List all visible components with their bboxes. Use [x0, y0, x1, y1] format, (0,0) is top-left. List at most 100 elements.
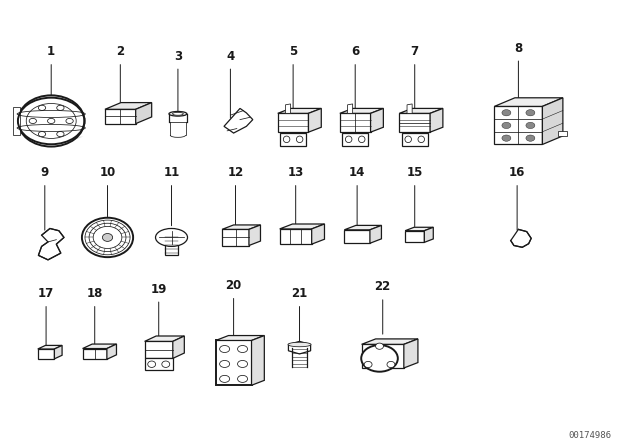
Text: 11: 11	[163, 166, 180, 179]
Polygon shape	[280, 224, 324, 229]
Polygon shape	[280, 133, 306, 146]
Polygon shape	[495, 98, 563, 107]
Polygon shape	[105, 103, 152, 109]
Ellipse shape	[364, 362, 372, 368]
Polygon shape	[404, 339, 418, 368]
Polygon shape	[54, 345, 62, 359]
Ellipse shape	[220, 345, 230, 353]
Polygon shape	[280, 229, 312, 244]
Ellipse shape	[220, 361, 230, 367]
Text: 2: 2	[116, 45, 124, 58]
Text: 13: 13	[287, 166, 304, 179]
Polygon shape	[312, 224, 324, 244]
Polygon shape	[495, 107, 543, 144]
Ellipse shape	[57, 105, 64, 110]
Polygon shape	[340, 113, 371, 132]
Ellipse shape	[296, 136, 303, 142]
Polygon shape	[145, 358, 173, 370]
Circle shape	[502, 110, 511, 116]
Ellipse shape	[405, 136, 412, 142]
Polygon shape	[165, 238, 178, 255]
Polygon shape	[222, 225, 260, 229]
Polygon shape	[107, 344, 116, 359]
Polygon shape	[289, 341, 310, 354]
Ellipse shape	[102, 233, 113, 241]
Polygon shape	[145, 341, 173, 358]
Polygon shape	[136, 103, 152, 124]
Text: 22: 22	[374, 280, 391, 293]
Text: 19: 19	[150, 283, 167, 296]
Polygon shape	[278, 108, 321, 113]
Ellipse shape	[38, 105, 45, 110]
Polygon shape	[399, 113, 430, 132]
Ellipse shape	[148, 361, 156, 367]
Polygon shape	[38, 349, 54, 359]
Ellipse shape	[82, 218, 133, 257]
Polygon shape	[38, 228, 64, 260]
Ellipse shape	[361, 345, 398, 372]
Polygon shape	[216, 340, 252, 385]
Circle shape	[526, 110, 535, 116]
Text: 10: 10	[99, 166, 116, 179]
Polygon shape	[362, 339, 418, 345]
Polygon shape	[173, 336, 184, 358]
Circle shape	[502, 122, 511, 129]
Polygon shape	[370, 225, 381, 243]
Ellipse shape	[66, 118, 73, 124]
Polygon shape	[83, 349, 107, 359]
Text: 12: 12	[227, 166, 244, 179]
Polygon shape	[543, 98, 563, 144]
Ellipse shape	[358, 136, 365, 142]
Polygon shape	[252, 336, 264, 385]
Ellipse shape	[173, 112, 183, 115]
Ellipse shape	[346, 136, 352, 142]
Text: 1: 1	[47, 45, 55, 58]
Text: 16: 16	[509, 166, 525, 179]
Ellipse shape	[376, 343, 383, 349]
Ellipse shape	[156, 228, 188, 246]
Text: 4: 4	[227, 50, 234, 63]
Polygon shape	[371, 108, 383, 132]
Text: 14: 14	[349, 166, 365, 179]
Polygon shape	[558, 130, 567, 136]
Text: 3: 3	[174, 50, 182, 63]
Ellipse shape	[57, 132, 64, 137]
Polygon shape	[348, 104, 353, 113]
Polygon shape	[430, 108, 443, 132]
Circle shape	[526, 122, 535, 129]
Ellipse shape	[47, 118, 55, 124]
Polygon shape	[308, 108, 321, 132]
Ellipse shape	[387, 362, 395, 368]
Polygon shape	[405, 227, 433, 231]
Text: 7: 7	[411, 45, 419, 58]
Ellipse shape	[162, 361, 170, 367]
Text: 6: 6	[351, 45, 359, 58]
Polygon shape	[342, 133, 368, 146]
Polygon shape	[402, 133, 428, 146]
Text: 8: 8	[515, 42, 522, 55]
Polygon shape	[38, 345, 62, 349]
Polygon shape	[511, 229, 531, 247]
Ellipse shape	[237, 361, 248, 367]
Ellipse shape	[18, 95, 84, 146]
Ellipse shape	[418, 136, 424, 142]
Polygon shape	[407, 104, 412, 113]
Polygon shape	[285, 104, 291, 113]
Text: 17: 17	[38, 287, 54, 300]
Polygon shape	[399, 108, 443, 113]
Ellipse shape	[237, 345, 248, 353]
Polygon shape	[170, 122, 186, 135]
Ellipse shape	[284, 136, 290, 142]
Text: 5: 5	[289, 45, 297, 58]
Ellipse shape	[29, 118, 36, 124]
Polygon shape	[145, 336, 184, 341]
Polygon shape	[362, 345, 404, 368]
Text: 18: 18	[86, 287, 103, 300]
Polygon shape	[249, 225, 260, 246]
Text: 9: 9	[41, 166, 49, 179]
Polygon shape	[13, 107, 20, 135]
Ellipse shape	[38, 132, 45, 137]
Circle shape	[502, 135, 511, 141]
Text: 00174986: 00174986	[568, 431, 611, 440]
Polygon shape	[344, 225, 381, 230]
